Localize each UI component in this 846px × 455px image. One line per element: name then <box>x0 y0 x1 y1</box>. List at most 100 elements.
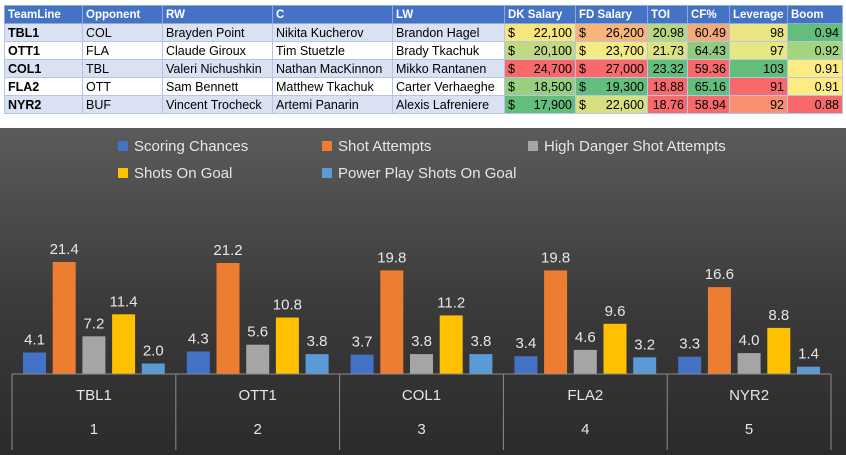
legend-label-shot-attempts: Shot Attempts <box>338 138 431 155</box>
dk-salary-value: 22,100 <box>533 25 572 40</box>
cell-c: Nikita Kucherov <box>272 23 393 42</box>
cell-lw: Mikko Rantanen <box>392 59 505 78</box>
data-label-power-play-shots-on-goal-nyr2: 1.4 <box>798 346 819 363</box>
dk-salary-value: 20,100 <box>533 43 572 58</box>
cell-toi: 18.76 <box>647 95 688 114</box>
table-row: TBL1 COL Brayden Point Nikita Kucherov B… <box>4 23 843 42</box>
cell-rw: Brayden Point <box>162 23 273 42</box>
cell-dk-salary: $18,500 <box>504 77 576 96</box>
cell-teamline: FLA2 <box>4 77 83 96</box>
bar-high-danger-shot-attempts-ott1 <box>246 344 270 374</box>
chart-legend: Scoring Chances Shot Attempts High Danger … <box>118 138 726 182</box>
cell-toi: 20.98 <box>647 23 688 42</box>
data-label-power-play-shots-on-goal-ott1: 3.8 <box>307 333 328 350</box>
cell-dk-salary: $20,100 <box>504 41 576 60</box>
data-label-high-danger-shot-attempts-nyr2: 4.0 <box>739 332 760 349</box>
currency-symbol: $ <box>508 97 515 112</box>
table-row: OTT1 FLA Claude Giroux Tim Stuetzle Brad… <box>4 41 843 60</box>
lineup-table: TeamLine Opponent RW C LW DK Salary FD S… <box>4 5 843 114</box>
fd-salary-value: 19,300 <box>605 79 644 94</box>
bar-shots-on-goal-ott1 <box>275 317 299 374</box>
cell-toi: 23.32 <box>647 59 688 78</box>
cell-cf: 59.36 <box>687 59 730 78</box>
cell-leverage: 98 <box>729 23 788 42</box>
header-leverage: Leverage <box>729 5 788 24</box>
tick-number-1: 1 <box>90 421 98 438</box>
table-row: NYR2 BUF Vincent Trocheck Artemi Panarin… <box>4 95 843 114</box>
data-label-shots-on-goal-nyr2: 8.8 <box>768 307 789 324</box>
bar-scoring-chances-fla2 <box>514 356 538 374</box>
legend-label-shots-on-goal: Shots On Goal <box>134 165 232 182</box>
cell-teamline: TBL1 <box>4 23 83 42</box>
cell-dk-salary: $24,700 <box>504 59 576 78</box>
tick-number-3: 3 <box>417 421 425 438</box>
bar-scoring-chances-tbl1 <box>23 352 46 374</box>
cell-boom: 0.91 <box>787 77 843 96</box>
data-label-high-danger-shot-attempts-fla2: 4.6 <box>575 329 596 346</box>
cell-leverage: 103 <box>729 59 788 78</box>
bar-power-play-shots-on-goal-col1 <box>469 354 493 374</box>
cell-dk-salary: $17,900 <box>504 95 576 114</box>
bar-shots-on-goal-fla2 <box>603 323 627 374</box>
cell-rw: Sam Bennett <box>162 77 273 96</box>
cell-boom: 0.91 <box>787 59 843 78</box>
header-dk-salary: DK Salary <box>504 5 576 24</box>
shot-stats-chart: Scoring Chances Shot Attempts High Danger … <box>0 128 846 455</box>
cell-opponent: COL <box>82 23 163 42</box>
data-label-scoring-chances-tbl1: 4.1 <box>24 332 45 349</box>
cell-cf: 64.43 <box>687 41 730 60</box>
data-label-high-danger-shot-attempts-ott1: 5.6 <box>247 324 268 341</box>
currency-symbol: $ <box>508 25 515 40</box>
fd-salary-value: 26,200 <box>605 25 644 40</box>
cell-opponent: OTT <box>82 77 163 96</box>
header-teamline: TeamLine <box>4 5 83 24</box>
cell-dk-salary: $22,100 <box>504 23 576 42</box>
data-label-high-danger-shot-attempts-tbl1: 7.2 <box>83 315 104 332</box>
legend-label-high-danger-shot-attempts: High Danger Shot Attempts <box>544 138 726 155</box>
cell-c: Tim Stuetzle <box>272 41 393 60</box>
data-label-shot-attempts-nyr2: 16.6 <box>705 266 734 283</box>
data-label-shot-attempts-fla2: 19.8 <box>541 249 570 266</box>
bar-shots-on-goal-tbl1 <box>112 314 136 374</box>
bar-shots-on-goal-nyr2 <box>767 327 791 374</box>
currency-symbol: $ <box>508 61 515 76</box>
cell-rw: Vincent Trocheck <box>162 95 273 114</box>
cell-teamline: NYR2 <box>4 95 83 114</box>
currency-symbol: $ <box>579 43 586 58</box>
cell-leverage: 92 <box>729 95 788 114</box>
data-label-high-danger-shot-attempts-col1: 3.8 <box>411 333 432 350</box>
currency-symbol: $ <box>579 79 586 94</box>
bar-scoring-chances-nyr2 <box>678 356 702 374</box>
currency-symbol: $ <box>579 25 586 40</box>
data-label-scoring-chances-nyr2: 3.3 <box>679 336 700 353</box>
cell-opponent: TBL <box>82 59 163 78</box>
bar-scoring-chances-ott1 <box>186 351 210 374</box>
fd-salary-value: 22,600 <box>605 97 644 112</box>
header-toi: TOI <box>647 5 688 24</box>
data-label-shots-on-goal-ott1: 10.8 <box>273 297 302 314</box>
bar-power-play-shots-on-goal-nyr2 <box>797 366 820 374</box>
chart-bars: 4.1 21.4 7.2 11.4 2.0 4.3 21.2 5.6 10.8 3.8 3.7 19.… <box>23 241 820 374</box>
cell-fd-salary: $19,300 <box>575 77 648 96</box>
cell-opponent: BUF <box>82 95 163 114</box>
bar-shot-attempts-fla2 <box>544 270 568 374</box>
table-header-row: TeamLine Opponent RW C LW DK Salary FD S… <box>4 5 843 24</box>
currency-symbol: $ <box>579 61 586 76</box>
currency-symbol: $ <box>508 43 515 58</box>
cell-fd-salary: $26,200 <box>575 23 648 42</box>
tick-number-2: 2 <box>254 421 262 438</box>
fd-salary-value: 23,700 <box>605 43 644 58</box>
header-cf: CF% <box>687 5 730 24</box>
tick-number-4: 4 <box>581 421 589 438</box>
bar-scoring-chances-col1 <box>350 354 374 374</box>
tick-label-nyr2: NYR2 <box>729 387 769 404</box>
header-fd-salary: FD Salary <box>575 5 648 24</box>
cell-lw: Carter Verhaeghe <box>392 77 505 96</box>
cell-fd-salary: $23,700 <box>575 41 648 60</box>
bar-chart-svg: Scoring Chances Shot Attempts High Danger … <box>11 138 832 450</box>
header-rw: RW <box>162 5 273 24</box>
bar-shots-on-goal-col1 <box>439 315 463 374</box>
data-label-shots-on-goal-tbl1: 11.4 <box>110 293 138 310</box>
cell-c: Artemi Panarin <box>272 95 393 114</box>
table-row: FLA2 OTT Sam Bennett Matthew Tkachuk Car… <box>4 77 843 96</box>
